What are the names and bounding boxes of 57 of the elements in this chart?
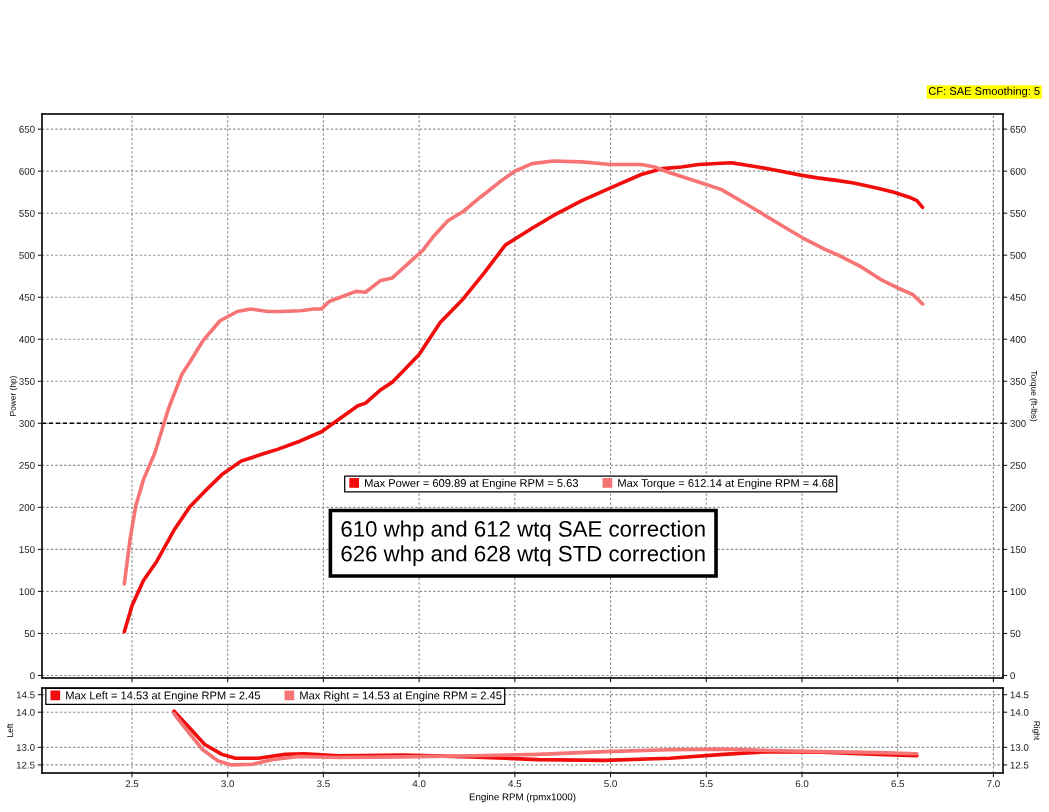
legend-label: Max Left = 14.53 at Engine RPM = 2.45 [66, 691, 260, 702]
x-tick-label: 5.5 [699, 780, 713, 788]
x-tick-label: 4.0 [412, 780, 426, 788]
y2-tick-label: 500 [1010, 251, 1026, 259]
y2-tick-label: 0 [1010, 672, 1015, 680]
y-tick-label: 100 [19, 588, 35, 596]
y2-tick-label: 14.0 [1010, 708, 1029, 716]
y-tick-label: 13.0 [16, 744, 35, 751]
y-tick-label: 500 [19, 251, 35, 259]
y2-axis-title: Right [1032, 721, 1040, 741]
x-tick-label: 3.0 [221, 780, 235, 788]
y-tick-label: 350 [19, 378, 35, 385]
y2-tick-label: 350 [1010, 378, 1026, 385]
text: CF: SAE Smoothing: 5 [928, 86, 1040, 98]
x-tick-label: 7.0 [987, 780, 1000, 788]
x-tick-label: 6.0 [795, 780, 809, 788]
y-tick-label: 250 [19, 462, 35, 469]
y2-tick-label: 14.5 [1010, 691, 1029, 699]
x-tick-label: 3.5 [317, 780, 330, 788]
y-tick-label: 550 [19, 209, 35, 217]
y-tick-label: 600 [19, 167, 35, 175]
legend-label: Max Power = 609.89 at Engine RPM = 5.63 [365, 478, 578, 490]
y-tick-label: 14.0 [16, 708, 35, 716]
y-tick-label: 650 [19, 125, 35, 133]
annotation: 610 whp and 612 wtq SAE correction 626 whp and 628 wtq STD correction [341, 520, 705, 566]
y2-tick-label: 450 [1010, 293, 1026, 301]
x-tick-label: 5.0 [604, 780, 617, 788]
y2-tick-label: 300 [1010, 420, 1026, 427]
y2-tick-label: 400 [1010, 336, 1026, 343]
y-tick-label: 150 [19, 546, 35, 554]
y2-tick-label: 12.5 [1010, 761, 1029, 769]
y-tick-label: 12.5 [16, 761, 35, 769]
y2-axis-title: Torque (ft-lbs) [1029, 370, 1038, 422]
y-tick-label: 450 [19, 293, 35, 301]
y-tick-label: 300 [19, 420, 35, 427]
y-tick-label: 50 [24, 630, 35, 638]
y2-tick-label: 600 [1010, 167, 1026, 175]
y2-tick-label: 200 [1010, 504, 1026, 511]
x-tick-label: 6.5 [891, 780, 905, 788]
x-tick-label: 4.5 [508, 780, 522, 788]
legend-label: Max Right = 14.53 at Engine RPM = 2.45 [300, 691, 502, 702]
x-axis-title: Engine RPM (rpmx1000) [469, 793, 576, 803]
y-tick-label: 200 [19, 504, 35, 511]
x-tick-label: 2.5 [125, 780, 139, 788]
y2-tick-label: 150 [1010, 546, 1026, 554]
y2-tick-label: 550 [1010, 209, 1026, 217]
y2-tick-label: 100 [1010, 588, 1026, 596]
y-axis-title: Power (hp) [9, 376, 18, 416]
legend-label: Max Torque = 612.14 at Engine RPM = 4.68 [618, 478, 834, 490]
y-tick-label: 400 [19, 336, 35, 343]
y2-tick-label: 13.0 [1010, 744, 1029, 751]
y-tick-label: 0 [30, 672, 35, 680]
y2-tick-label: 650 [1010, 125, 1026, 133]
y2-tick-label: 250 [1010, 462, 1026, 469]
y-tick-label: 14.5 [16, 691, 35, 699]
y2-tick-label: 50 [1010, 630, 1021, 638]
y-axis-title: Left [6, 723, 14, 737]
